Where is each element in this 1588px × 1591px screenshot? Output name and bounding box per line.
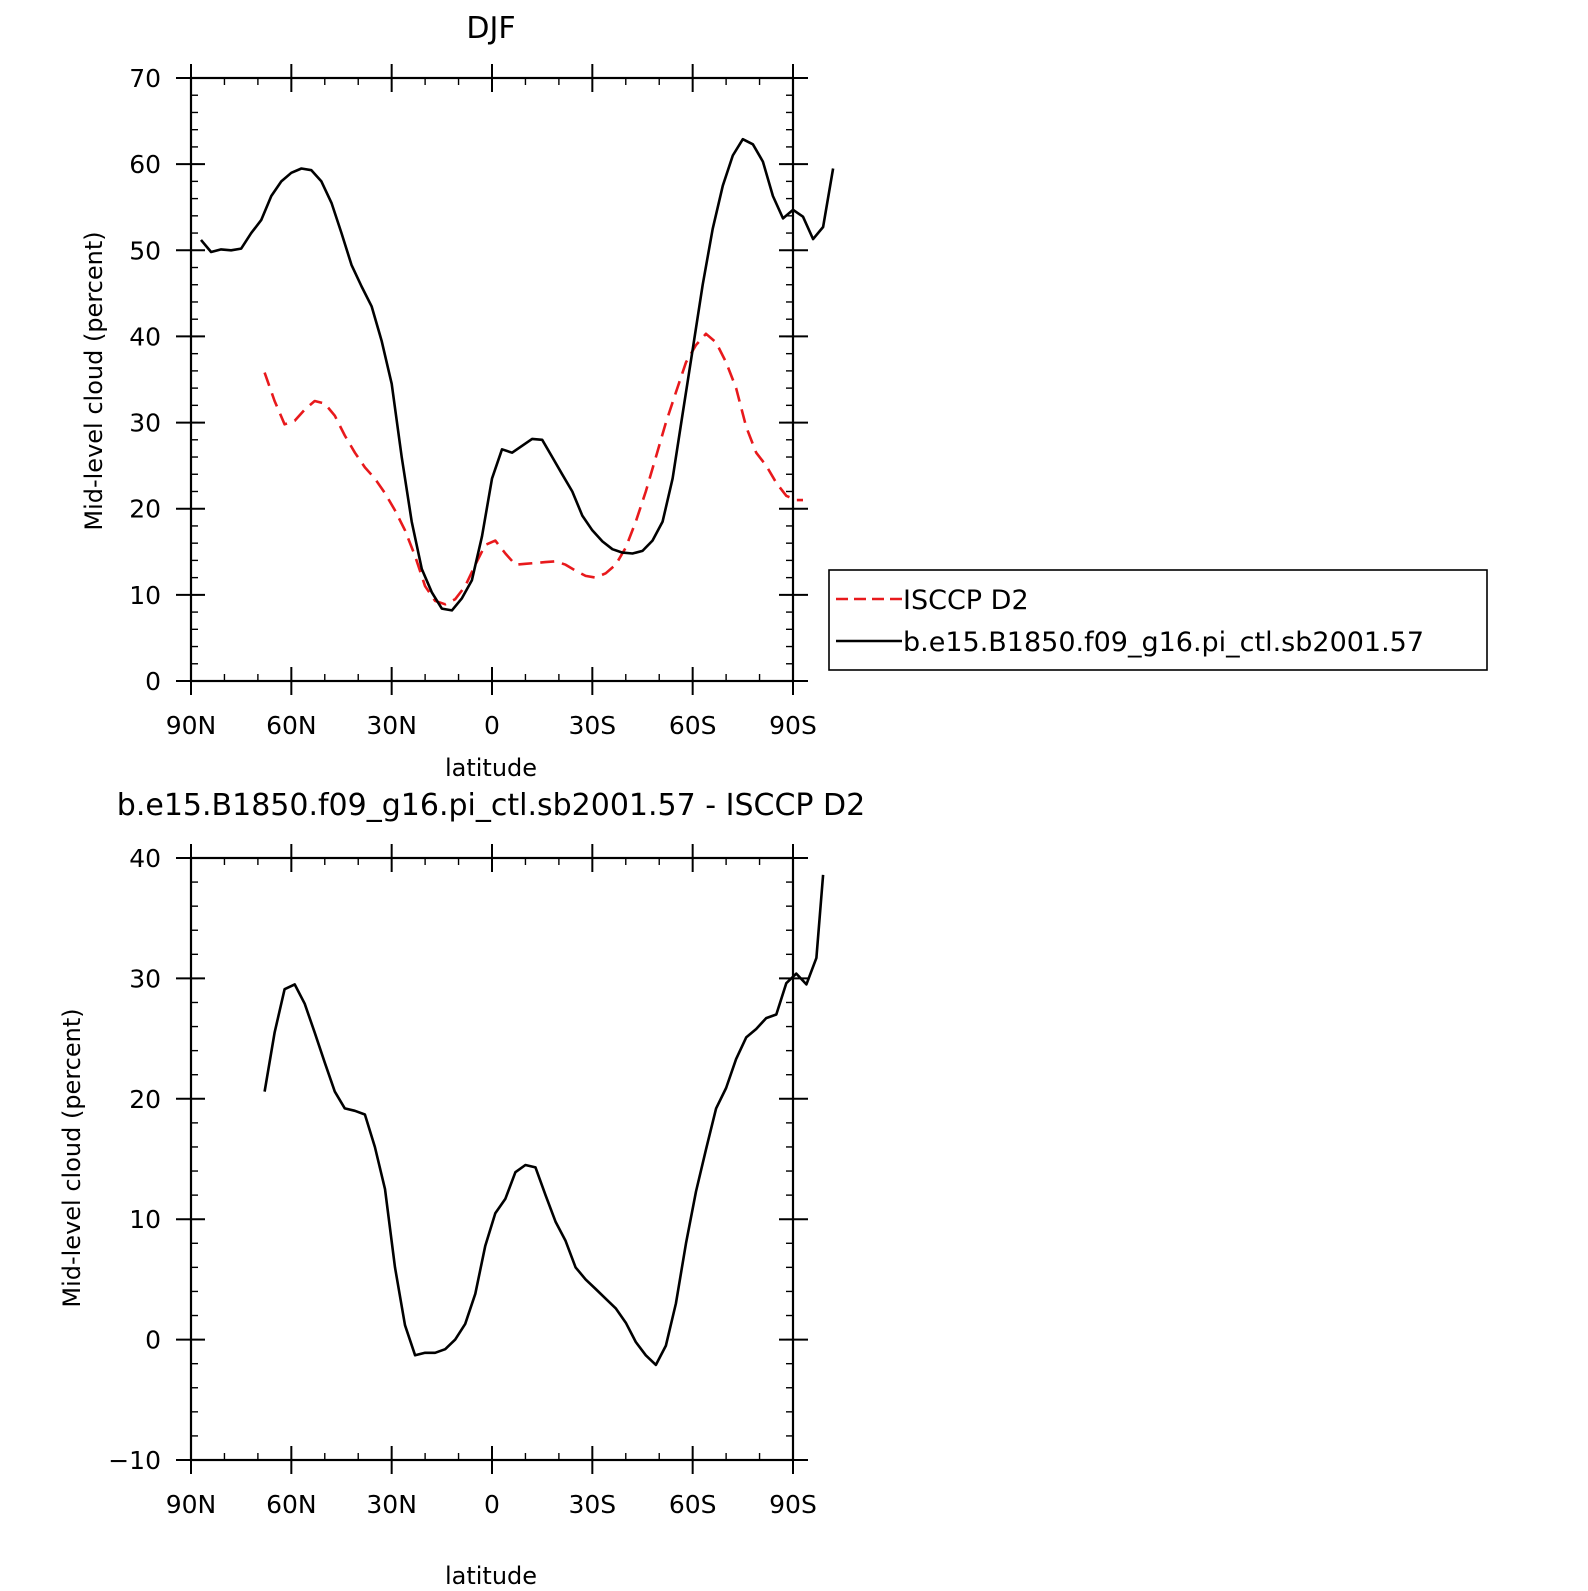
chart-top-y-tick-label: 40 (129, 322, 161, 351)
chart-top-y-tick-label: 70 (129, 64, 161, 93)
legend-box (828, 569, 1488, 671)
chart-top-x-tick-label: 90N (166, 711, 217, 740)
chart-top-series-line-0 (263, 332, 803, 606)
chart-bottom-y-tick-label: 20 (129, 1085, 161, 1114)
chart-bottom-y-tick-label: 10 (129, 1205, 161, 1234)
chart-top-x-tick-label: 30S (568, 711, 616, 740)
chart-bottom-y-axis-label: Mid-level cloud (percent) (58, 1008, 86, 1307)
chart-top-title: DJF (466, 11, 515, 46)
chart-top-y-tick-label: 20 (129, 495, 161, 524)
legend-label-isccp-d2: ISCCP D2 (903, 585, 1029, 616)
chart-bottom-x-tick-label: 60S (669, 1490, 717, 1519)
chart-bottom-x-tick-label: 90N (166, 1490, 217, 1519)
chart-top: DJF 90N 60N 30N 0 30S 60S 90S 0 10 20 30 40 50 60 70 l… (80, 11, 835, 782)
chart-top-series-line-1 (200, 137, 835, 612)
chart-top-plot-area: 90N 60N 30N 0 30S 60S 90S 0 10 20 30 40 50 60 70 (129, 64, 835, 740)
chart-top-y-tick-label: 30 (129, 409, 161, 438)
chart-top-y-tick-label: 50 (129, 236, 161, 265)
chart-bottom-x-axis-label: latitude (445, 1562, 537, 1590)
chart-top-y-axis-label: Mid-level cloud (percent) (80, 231, 108, 530)
chart-top-y-tick-label: 60 (129, 150, 161, 179)
chart-bottom-y-tick-label: 30 (129, 964, 161, 993)
legend: ISCCP D2 b.e15.B1850.f09_g16.pi_ctl.sb20… (828, 569, 1488, 671)
chart-bottom-x-tick-label: 60N (266, 1490, 317, 1519)
chart-top-y-tick-label: 10 (129, 581, 161, 610)
chart-bottom-title: b.e15.B1850.f09_g16.pi_ctl.sb2001.57 - I… (117, 788, 865, 823)
chart-top-x-tick-label: 60N (266, 711, 317, 740)
legend-label-model: b.e15.B1850.f09_g16.pi_ctl.sb2001.57 (903, 627, 1424, 658)
chart-bottom-y-tick-label: 40 (129, 844, 161, 873)
chart-top-x-axis-label: latitude (445, 754, 537, 782)
chart-bottom-x-tick-label: 0 (484, 1490, 500, 1519)
chart-bottom-x-tick-label: 30N (366, 1490, 417, 1519)
chart-top-x-tick-label: 30N (366, 711, 417, 740)
chart-bottom-x-tick-label: 90S (769, 1490, 817, 1519)
chart-bottom: b.e15.B1850.f09_g16.pi_ctl.sb2001.57 - I… (58, 788, 865, 1590)
chart-bottom-y-tick-label: −10 (108, 1446, 161, 1475)
chart-bottom-plot-area: 90N 60N 30N 0 30S 60S 90S −10 0 10 20 30 40 (108, 844, 825, 1519)
chart-bottom-x-tick-label: 30S (568, 1490, 616, 1519)
chart-top-frame (189, 76, 795, 683)
chart-top-x-tick-label: 90S (769, 711, 817, 740)
chart-top-y-tick-label: 0 (145, 667, 161, 696)
chart-bottom-series-line-0 (263, 874, 825, 1367)
chart-top-x-tick-label: 0 (484, 711, 500, 740)
chart-top-x-tick-label: 60S (669, 711, 717, 740)
chart-bottom-y-tick-label: 0 (145, 1326, 161, 1355)
